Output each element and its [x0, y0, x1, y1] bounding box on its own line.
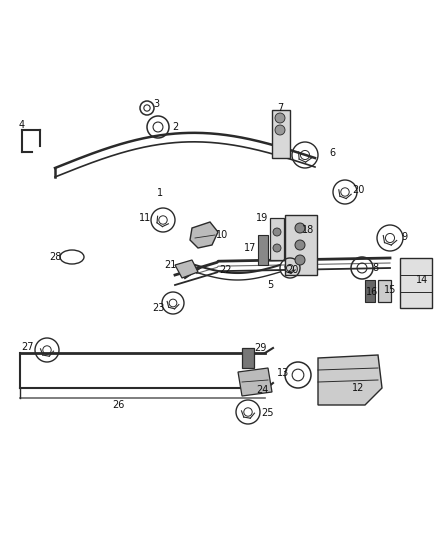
Text: 13: 13: [277, 368, 289, 378]
Polygon shape: [238, 368, 272, 396]
Text: 15: 15: [384, 285, 396, 295]
Text: 17: 17: [244, 243, 256, 253]
Text: 25: 25: [262, 408, 274, 418]
Text: 12: 12: [352, 383, 364, 393]
Text: 1: 1: [157, 188, 163, 198]
Text: 6: 6: [329, 148, 335, 158]
Text: 23: 23: [152, 303, 164, 313]
FancyBboxPatch shape: [285, 215, 317, 275]
Text: 16: 16: [366, 287, 378, 297]
Text: 29: 29: [254, 343, 266, 353]
Text: 20: 20: [286, 265, 298, 275]
Text: 9: 9: [401, 232, 407, 242]
Circle shape: [295, 255, 305, 265]
Text: 2: 2: [172, 122, 178, 132]
Text: 19: 19: [256, 213, 268, 223]
FancyBboxPatch shape: [270, 218, 284, 260]
Text: 28: 28: [49, 252, 61, 262]
Text: 21: 21: [164, 260, 176, 270]
Text: 18: 18: [302, 225, 314, 235]
Text: 7: 7: [277, 103, 283, 113]
FancyBboxPatch shape: [272, 110, 290, 158]
FancyBboxPatch shape: [365, 280, 375, 302]
Circle shape: [275, 113, 285, 123]
Polygon shape: [190, 222, 218, 248]
Text: 14: 14: [416, 275, 428, 285]
Polygon shape: [175, 260, 198, 278]
Circle shape: [273, 228, 281, 236]
Circle shape: [295, 223, 305, 233]
Text: 26: 26: [112, 400, 124, 410]
Text: 4: 4: [19, 120, 25, 130]
Text: 22: 22: [219, 265, 231, 275]
Text: 5: 5: [267, 280, 273, 290]
Text: 8: 8: [372, 263, 378, 273]
FancyBboxPatch shape: [258, 235, 268, 265]
Text: 24: 24: [256, 385, 268, 395]
Text: 3: 3: [153, 99, 159, 109]
Polygon shape: [318, 355, 382, 405]
Text: 10: 10: [216, 230, 228, 240]
Circle shape: [273, 244, 281, 252]
FancyBboxPatch shape: [378, 280, 391, 302]
FancyBboxPatch shape: [400, 258, 432, 308]
Circle shape: [275, 125, 285, 135]
Text: 27: 27: [22, 342, 34, 352]
FancyBboxPatch shape: [242, 348, 254, 368]
Text: 11: 11: [139, 213, 151, 223]
Text: 20: 20: [352, 185, 364, 195]
Circle shape: [295, 240, 305, 250]
